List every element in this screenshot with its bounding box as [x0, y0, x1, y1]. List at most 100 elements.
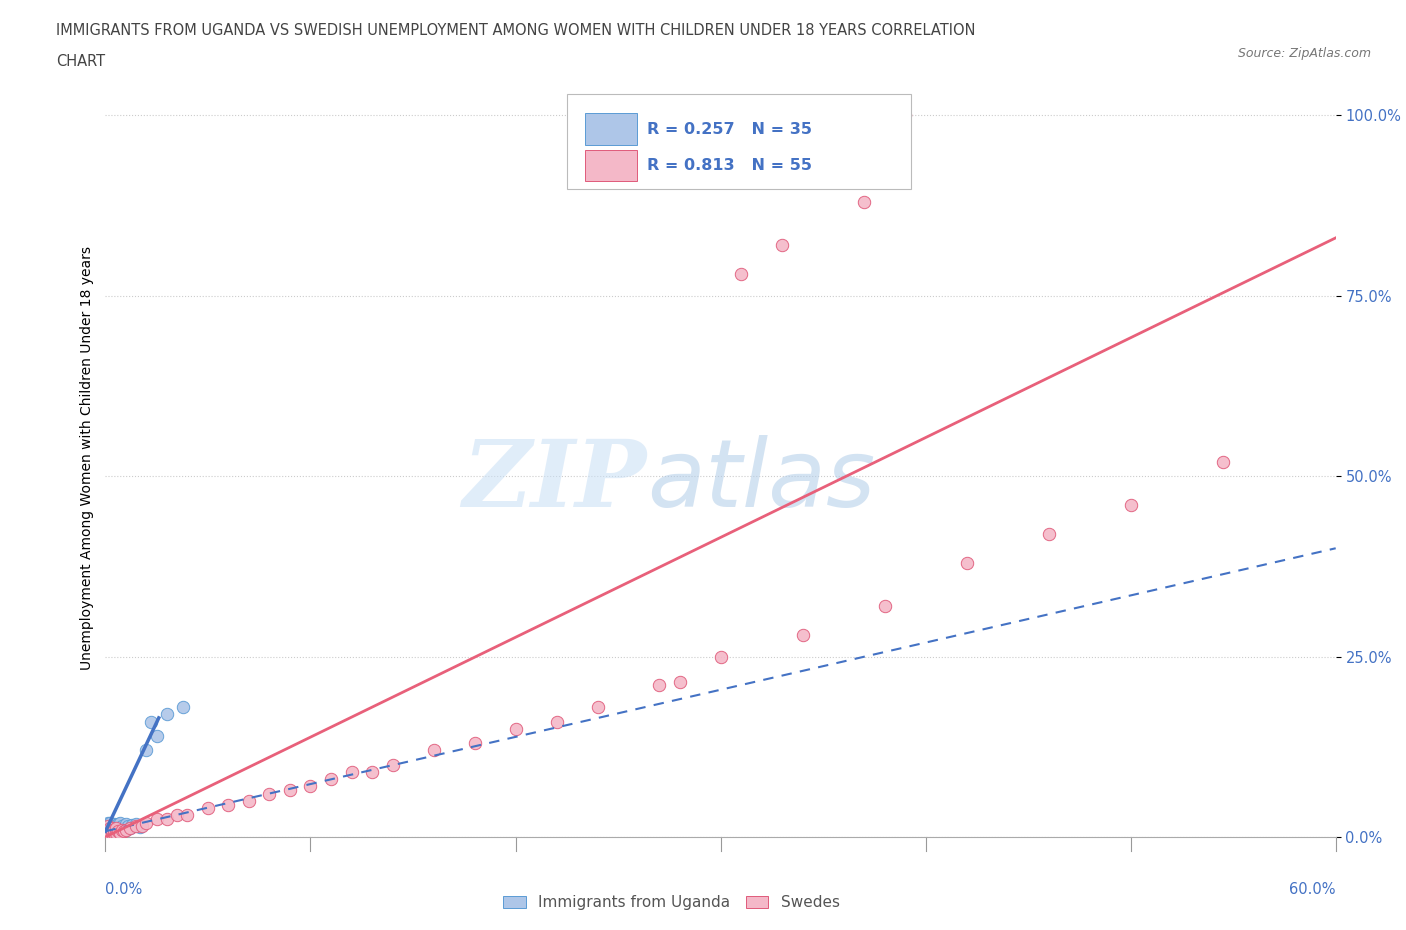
- Point: [156, 812, 179, 827]
- Point: [104, 826, 127, 841]
- Point: [96, 818, 118, 833]
- Point: [166, 808, 188, 823]
- FancyBboxPatch shape: [585, 150, 637, 181]
- Point: [108, 821, 131, 836]
- Text: CHART: CHART: [56, 54, 105, 69]
- Point: [98, 828, 121, 843]
- Point: [381, 757, 404, 772]
- Point: [125, 818, 148, 833]
- Point: [98, 825, 121, 840]
- Point: [120, 821, 141, 836]
- Point: [103, 821, 125, 836]
- Point: [1119, 498, 1142, 512]
- Point: [107, 817, 129, 831]
- Point: [120, 821, 141, 836]
- Point: [96, 826, 118, 841]
- Point: [98, 826, 121, 841]
- FancyBboxPatch shape: [567, 94, 911, 189]
- Point: [100, 822, 122, 837]
- Text: IMMIGRANTS FROM UGANDA VS SWEDISH UNEMPLOYMENT AMONG WOMEN WITH CHILDREN UNDER 1: IMMIGRANTS FROM UGANDA VS SWEDISH UNEMPL…: [56, 23, 976, 38]
- Point: [100, 822, 122, 837]
- Point: [278, 783, 301, 798]
- Point: [96, 822, 118, 837]
- Point: [792, 628, 814, 643]
- Point: [112, 824, 135, 839]
- Point: [103, 822, 125, 837]
- Point: [131, 818, 153, 833]
- Point: [107, 822, 129, 837]
- Point: [96, 822, 118, 837]
- Point: [103, 826, 125, 841]
- Point: [172, 699, 194, 714]
- Point: [100, 826, 122, 841]
- Point: [1038, 526, 1060, 541]
- Point: [464, 736, 486, 751]
- Point: [648, 678, 671, 693]
- Point: [104, 818, 127, 833]
- Point: [125, 817, 148, 831]
- Point: [98, 818, 121, 833]
- Point: [107, 824, 129, 839]
- Point: [96, 815, 118, 830]
- Point: [108, 825, 131, 840]
- Point: [873, 599, 896, 614]
- Point: [361, 764, 384, 779]
- Point: [139, 714, 162, 729]
- Text: 60.0%: 60.0%: [1289, 883, 1336, 897]
- Point: [145, 812, 167, 827]
- Point: [100, 818, 122, 833]
- Point: [104, 824, 127, 839]
- Point: [129, 819, 152, 834]
- Point: [117, 818, 139, 833]
- FancyBboxPatch shape: [585, 113, 637, 145]
- Text: atlas: atlas: [647, 435, 875, 526]
- Point: [98, 821, 121, 836]
- Point: [956, 555, 979, 570]
- Point: [104, 821, 127, 836]
- Point: [145, 728, 167, 743]
- Point: [730, 267, 752, 282]
- Point: [422, 743, 444, 758]
- Point: [505, 722, 527, 737]
- Text: R = 0.813   N = 55: R = 0.813 N = 55: [647, 158, 811, 173]
- Point: [121, 818, 143, 833]
- Point: [259, 786, 281, 801]
- Point: [115, 817, 138, 831]
- Point: [96, 824, 118, 839]
- Point: [103, 817, 125, 831]
- Text: ZIP: ZIP: [463, 436, 647, 525]
- Point: [1212, 454, 1234, 469]
- Point: [98, 815, 121, 830]
- Point: [299, 779, 322, 794]
- Text: R = 0.257   N = 35: R = 0.257 N = 35: [647, 122, 811, 137]
- Point: [135, 815, 157, 830]
- Text: Source: ZipAtlas.com: Source: ZipAtlas.com: [1237, 46, 1371, 60]
- Point: [156, 707, 179, 722]
- Point: [546, 714, 568, 729]
- Point: [98, 822, 121, 837]
- Point: [112, 820, 135, 835]
- Point: [218, 797, 240, 812]
- Point: [853, 194, 876, 209]
- Legend: Immigrants from Uganda, Swedes: Immigrants from Uganda, Swedes: [496, 889, 846, 917]
- Point: [96, 826, 118, 841]
- Point: [111, 818, 134, 833]
- Point: [115, 822, 138, 837]
- Point: [176, 808, 198, 823]
- Point: [108, 815, 131, 830]
- Point: [770, 238, 793, 253]
- Point: [96, 818, 118, 833]
- Point: [103, 826, 125, 841]
- Point: [115, 822, 138, 837]
- Point: [340, 764, 363, 779]
- Point: [586, 699, 609, 714]
- Point: [197, 801, 219, 816]
- Point: [238, 793, 260, 808]
- Point: [319, 772, 342, 787]
- Point: [111, 822, 134, 837]
- Point: [668, 674, 690, 689]
- Y-axis label: Unemployment Among Women with Children Under 18 years: Unemployment Among Women with Children U…: [80, 246, 94, 670]
- Text: 0.0%: 0.0%: [105, 883, 142, 897]
- Point: [135, 743, 157, 758]
- Point: [894, 108, 917, 123]
